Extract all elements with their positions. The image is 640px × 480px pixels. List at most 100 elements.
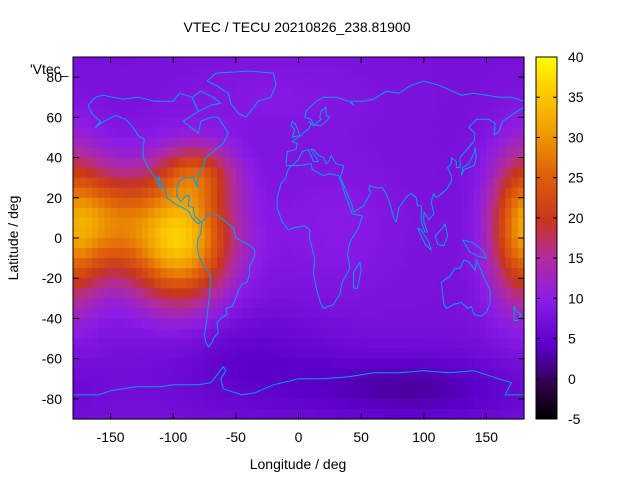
heatmap-cell xyxy=(73,328,80,340)
heatmap-cell xyxy=(404,398,412,410)
heatmap-cell xyxy=(73,157,80,169)
heatmap-cell xyxy=(79,268,87,279)
heatmap-cell xyxy=(185,137,193,149)
heatmap-cell xyxy=(123,298,130,309)
heatmap-cell xyxy=(298,187,306,199)
heatmap-cell xyxy=(173,318,181,330)
heatmap-cell xyxy=(442,177,450,189)
heatmap-cell xyxy=(185,248,193,259)
heatmap-cell xyxy=(192,187,199,199)
heatmap-cell xyxy=(292,338,300,350)
heatmap-cell xyxy=(285,348,293,360)
heatmap-cell xyxy=(442,408,450,420)
heatmap-cell xyxy=(85,298,93,309)
heatmap-cell xyxy=(517,127,525,139)
heatmap-cell xyxy=(110,358,118,370)
heatmap-cell xyxy=(486,378,494,390)
heatmap-cell xyxy=(473,238,481,249)
heatmap-cell xyxy=(123,97,130,108)
heatmap-cell xyxy=(311,147,318,159)
heatmap-cell xyxy=(498,408,506,420)
heatmap-cell xyxy=(367,248,375,259)
heatmap-cell xyxy=(392,278,400,289)
heatmap-cell xyxy=(260,388,268,400)
heatmap-cell xyxy=(311,217,318,229)
heatmap-cell xyxy=(311,238,318,249)
heatmap-cell xyxy=(386,217,394,229)
heatmap-cell xyxy=(373,308,381,320)
colorbar-gradient xyxy=(535,56,558,420)
heatmap-cell xyxy=(85,157,93,169)
heatmap-cell xyxy=(166,207,174,219)
heatmap-cell xyxy=(260,77,268,88)
heatmap-cell xyxy=(179,67,187,78)
heatmap-cell xyxy=(461,157,469,169)
heatmap-cell xyxy=(448,167,456,179)
heatmap-cell xyxy=(386,258,394,269)
heatmap-cell xyxy=(386,127,394,139)
heatmap-cell xyxy=(229,388,237,400)
heatmap-cell xyxy=(285,167,293,179)
heatmap-cell xyxy=(273,238,281,249)
heatmap-cell xyxy=(304,227,312,239)
heatmap-cell xyxy=(373,388,381,400)
heatmap-cell xyxy=(267,388,275,400)
heatmap-cell xyxy=(442,358,450,370)
heatmap-cell xyxy=(116,207,124,219)
heatmap-cell xyxy=(404,388,412,400)
heatmap-cell xyxy=(223,107,231,118)
heatmap-cell xyxy=(148,308,156,320)
heatmap-cell xyxy=(398,288,406,299)
heatmap-cell xyxy=(110,57,118,68)
heatmap-cell xyxy=(361,107,368,118)
heatmap-cell xyxy=(210,248,218,259)
heatmap-cell xyxy=(91,207,99,219)
heatmap-cell xyxy=(110,298,118,309)
heatmap-cell xyxy=(329,127,337,139)
heatmap-cell xyxy=(436,358,444,370)
heatmap-cell xyxy=(373,318,381,330)
heatmap-cell xyxy=(386,117,394,128)
heatmap-cell xyxy=(417,87,425,98)
heatmap-cell xyxy=(386,177,394,189)
heatmap-cell xyxy=(279,57,287,68)
heatmap-cell xyxy=(430,117,437,128)
heatmap-cell xyxy=(417,288,425,299)
heatmap-cell xyxy=(73,388,80,400)
heatmap-cell xyxy=(411,238,419,249)
coastline-japan xyxy=(460,147,477,176)
heatmap-cell xyxy=(480,338,488,350)
heatmap-cell xyxy=(192,248,199,259)
heatmap-cell xyxy=(486,268,494,279)
heatmap-cell xyxy=(511,288,519,299)
heatmap-cell xyxy=(154,187,162,199)
heatmap-cell xyxy=(254,338,262,350)
heatmap-cell xyxy=(442,157,450,169)
heatmap-cell xyxy=(73,318,80,330)
heatmap-cell xyxy=(342,217,350,229)
heatmap-cell xyxy=(442,288,450,299)
heatmap-cell xyxy=(455,67,462,78)
heatmap-cell xyxy=(248,197,256,209)
heatmap-cell xyxy=(204,388,212,400)
heatmap-cell xyxy=(185,358,193,370)
heatmap-cell xyxy=(317,207,325,219)
heatmap-cell xyxy=(329,77,337,88)
heatmap-cell xyxy=(254,67,262,78)
heatmap-cell xyxy=(423,378,431,390)
heatmap-cell xyxy=(104,308,112,320)
heatmap-cell xyxy=(329,278,337,289)
heatmap-cell xyxy=(461,248,469,259)
heatmap-cell xyxy=(292,97,300,108)
heatmap-cell xyxy=(160,398,168,410)
heatmap-cell xyxy=(511,127,519,139)
heatmap-cell xyxy=(273,398,281,410)
heatmap-cell xyxy=(342,127,350,139)
heatmap-cell xyxy=(148,177,156,189)
heatmap-cell xyxy=(254,127,262,139)
heatmap-cell xyxy=(304,248,312,259)
heatmap-cell xyxy=(304,308,312,320)
heatmap-cell xyxy=(442,248,450,259)
heatmap-cell xyxy=(298,227,306,239)
coastline-south-america xyxy=(196,213,256,348)
